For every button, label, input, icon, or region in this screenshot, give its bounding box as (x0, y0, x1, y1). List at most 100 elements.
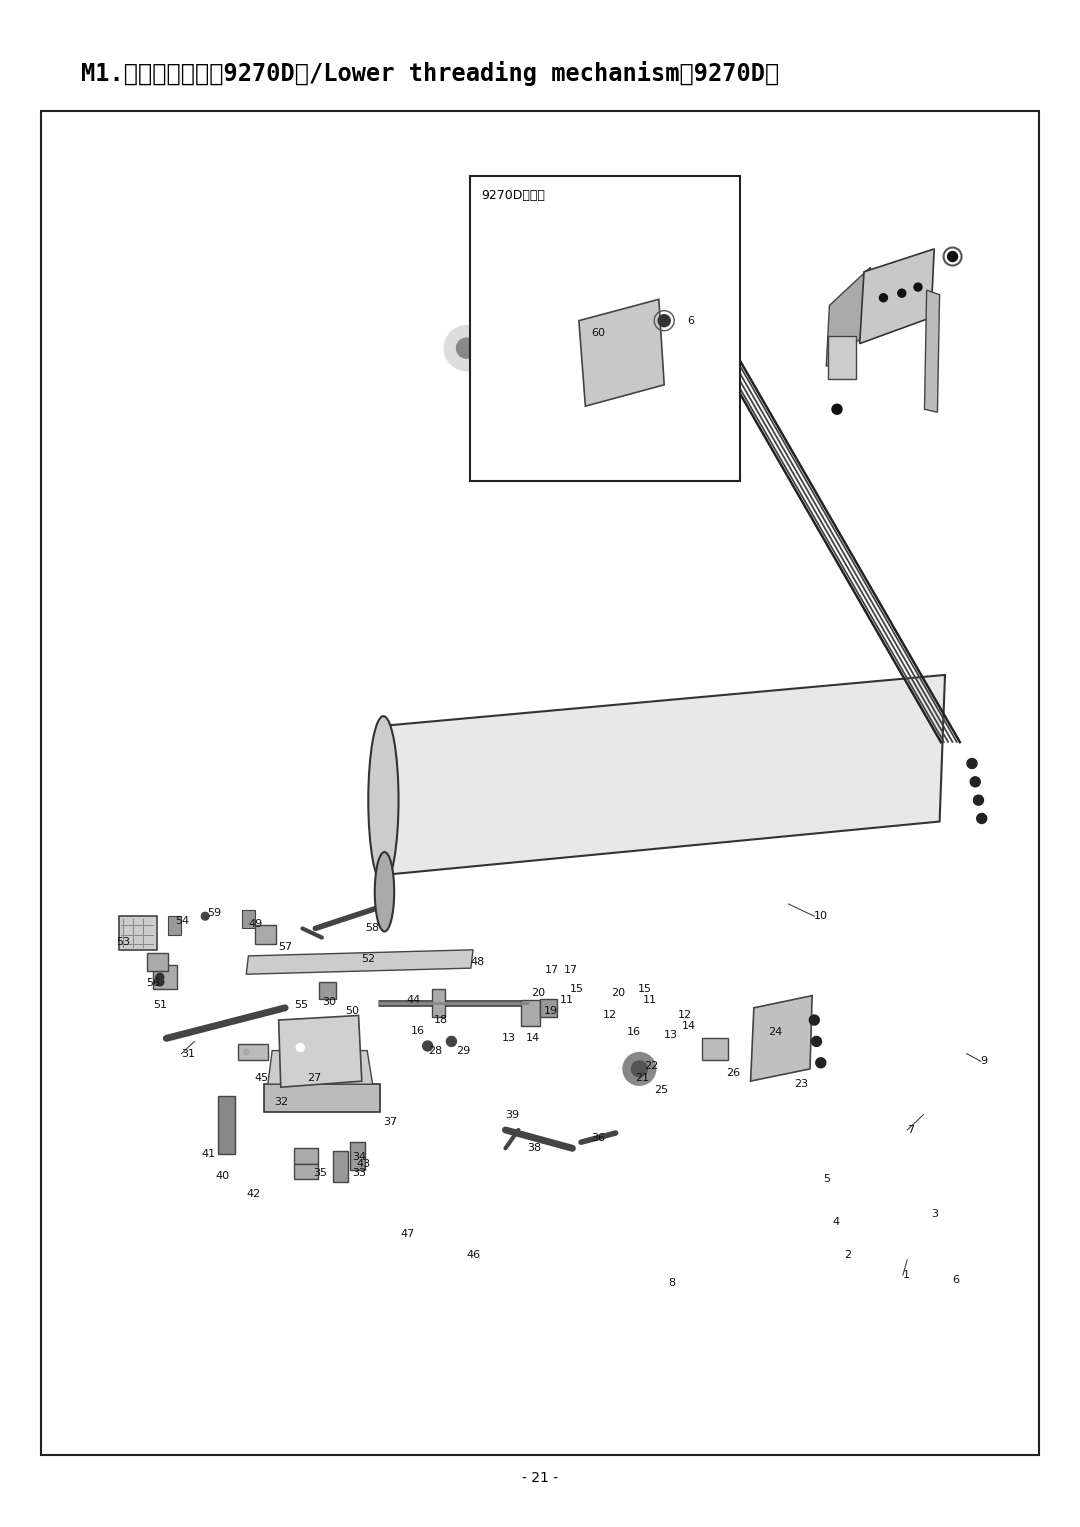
Text: 7: 7 (907, 1125, 915, 1135)
Text: 17: 17 (544, 965, 559, 974)
Text: 9270D三针用: 9270D三针用 (482, 189, 545, 202)
Polygon shape (268, 1051, 373, 1084)
Bar (470, 176, 740, 481)
Circle shape (809, 1015, 820, 1025)
Text: 12: 12 (677, 1011, 692, 1020)
Circle shape (296, 1043, 305, 1052)
Text: 10: 10 (814, 912, 828, 921)
Polygon shape (924, 290, 940, 412)
Text: 55: 55 (294, 1000, 308, 1009)
Circle shape (976, 814, 987, 823)
Text: M1.下线过线部件（9270D）/Lower threading mechanism（9270D）: M1.下线过线部件（9270D）/Lower threading mechani… (81, 61, 780, 86)
Text: 41: 41 (202, 1150, 216, 1159)
Text: 45: 45 (255, 1073, 269, 1083)
Bar (168, 916, 181, 935)
Polygon shape (826, 267, 870, 366)
Text: 15: 15 (570, 985, 583, 994)
Text: 42: 42 (246, 1190, 260, 1199)
Circle shape (156, 977, 164, 986)
Polygon shape (383, 675, 945, 875)
Text: 12: 12 (603, 1011, 618, 1020)
Text: 59: 59 (207, 909, 221, 918)
Text: 49: 49 (248, 919, 262, 928)
Circle shape (445, 327, 488, 370)
Text: 26: 26 (726, 1069, 740, 1078)
Circle shape (658, 315, 671, 327)
Text: 17: 17 (564, 965, 579, 974)
Polygon shape (246, 950, 473, 974)
Circle shape (967, 759, 977, 768)
Text: 2: 2 (845, 1251, 852, 1260)
Text: 38: 38 (527, 1144, 541, 1153)
Text: 11: 11 (644, 996, 657, 1005)
Text: 1: 1 (903, 1270, 909, 1280)
Circle shape (897, 289, 906, 298)
Bar (294, 1164, 318, 1179)
Text: 44: 44 (406, 996, 420, 1005)
Bar (255, 925, 276, 944)
Text: 47: 47 (401, 1229, 415, 1238)
Polygon shape (667, 221, 689, 278)
Bar (540, 999, 557, 1017)
Text: 37: 37 (383, 1118, 397, 1127)
Text: 48: 48 (471, 957, 485, 967)
Bar (41, 111, 1039, 1455)
Polygon shape (751, 996, 812, 1081)
Polygon shape (264, 1084, 380, 1112)
Text: 16: 16 (411, 1026, 424, 1035)
Text: 14: 14 (525, 1034, 540, 1043)
Text: 6: 6 (687, 316, 693, 325)
Text: 32: 32 (274, 1098, 288, 1107)
Circle shape (632, 1061, 647, 1077)
Text: 33: 33 (352, 1168, 366, 1177)
Polygon shape (579, 299, 664, 406)
Text: 52: 52 (361, 954, 375, 964)
Text: 34: 34 (352, 1153, 366, 1162)
Text: 46: 46 (467, 1251, 481, 1260)
Bar (702, 1038, 728, 1060)
Text: - 21 -: - 21 - (522, 1471, 558, 1486)
Text: 43: 43 (356, 1159, 370, 1168)
Circle shape (243, 1049, 249, 1055)
Ellipse shape (375, 852, 394, 931)
Text: 29: 29 (456, 1046, 470, 1055)
Text: 51: 51 (153, 1000, 167, 1009)
Text: 50: 50 (346, 1006, 360, 1015)
Circle shape (947, 252, 958, 261)
Text: 19: 19 (543, 1006, 558, 1015)
Text: 27: 27 (307, 1073, 321, 1083)
Bar (119, 916, 157, 950)
Text: 36: 36 (591, 1133, 605, 1142)
Bar (319, 982, 336, 999)
Text: 15: 15 (638, 985, 651, 994)
Text: 11: 11 (561, 996, 573, 1005)
Text: 58: 58 (365, 924, 379, 933)
Text: 14: 14 (681, 1022, 697, 1031)
Text: 25: 25 (653, 1086, 669, 1095)
Text: 3: 3 (931, 1209, 937, 1219)
Bar (218, 1096, 235, 1154)
Text: 24: 24 (768, 1028, 783, 1037)
Circle shape (422, 1041, 433, 1051)
Bar (521, 1000, 540, 1026)
Text: 57: 57 (279, 942, 293, 951)
Bar (350, 1142, 365, 1170)
Text: 5: 5 (823, 1174, 829, 1183)
Text: 53: 53 (117, 938, 131, 947)
Polygon shape (860, 249, 934, 344)
Ellipse shape (368, 716, 399, 884)
Circle shape (879, 293, 888, 302)
Text: 4: 4 (833, 1217, 840, 1226)
Text: 21: 21 (635, 1073, 650, 1083)
Text: 56: 56 (146, 979, 160, 988)
Text: 6: 6 (953, 1275, 959, 1284)
Text: 30: 30 (322, 997, 336, 1006)
Text: 13: 13 (502, 1034, 515, 1043)
Circle shape (156, 973, 164, 982)
Text: 35: 35 (313, 1168, 327, 1177)
Text: 40: 40 (216, 1171, 230, 1180)
Circle shape (815, 1058, 826, 1067)
Text: 60: 60 (591, 328, 605, 337)
Bar (828, 336, 856, 379)
Circle shape (457, 337, 476, 359)
